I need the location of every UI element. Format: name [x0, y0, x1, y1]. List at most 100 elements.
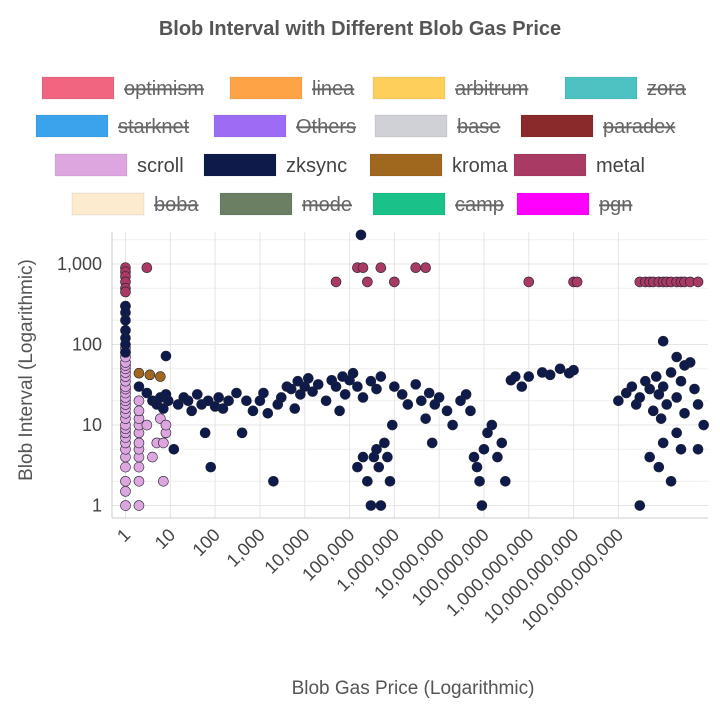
data-point-zksync[interactable]	[241, 395, 252, 407]
data-point-zksync[interactable]	[516, 381, 528, 392]
data-point-zksync[interactable]	[689, 383, 700, 395]
data-point-zksync[interactable]	[162, 395, 174, 407]
data-point-zksync[interactable]	[160, 350, 172, 362]
data-point-metal[interactable]	[571, 276, 583, 288]
data-point-zksync[interactable]	[523, 371, 535, 382]
data-point-zksync[interactable]	[671, 351, 682, 363]
data-point-zksync[interactable]	[492, 451, 503, 463]
legend-label-scroll[interactable]: scroll	[137, 155, 184, 177]
legend-swatch-metal[interactable]	[513, 153, 587, 177]
data-point-kroma[interactable]	[144, 369, 156, 381]
data-point-zksync[interactable]	[362, 475, 373, 487]
data-point-zksync[interactable]	[675, 443, 687, 455]
data-point-metal[interactable]	[420, 262, 431, 274]
data-point-zksync[interactable]	[544, 369, 556, 381]
data-point-zksync[interactable]	[671, 392, 682, 403]
data-point-zksync[interactable]	[471, 461, 483, 473]
data-point-zksync[interactable]	[268, 475, 279, 487]
legend-swatch-boba[interactable]	[71, 192, 145, 216]
legend-label-linea[interactable]: linea	[312, 78, 355, 100]
data-point-zksync[interactable]	[657, 381, 669, 392]
data-point-kroma[interactable]	[133, 367, 145, 379]
data-point-zksync[interactable]	[386, 419, 398, 431]
data-point-zksync[interactable]	[657, 335, 669, 347]
data-point-scroll[interactable]	[133, 475, 145, 487]
data-point-kroma[interactable]	[155, 371, 166, 382]
data-point-zksync[interactable]	[307, 386, 318, 397]
data-point-zksync[interactable]	[679, 407, 690, 419]
data-point-zksync[interactable]	[141, 387, 153, 399]
data-point-zksync[interactable]	[334, 405, 345, 417]
data-point-zksync[interactable]	[634, 392, 646, 403]
data-point-zksync[interactable]	[423, 387, 435, 399]
data-point-scroll[interactable]	[133, 437, 145, 449]
legend-label-mode[interactable]: mode	[302, 194, 352, 216]
data-point-zksync[interactable]	[347, 367, 359, 379]
data-point-zksync[interactable]	[509, 371, 521, 382]
legend-swatch-base[interactable]	[374, 114, 448, 138]
legend-label-pgn[interactable]: pgn	[599, 194, 632, 216]
data-point-zksync[interactable]	[120, 315, 131, 326]
data-point-zksync[interactable]	[474, 475, 485, 487]
data-point-zksync[interactable]	[379, 437, 390, 449]
data-point-zksync[interactable]	[468, 451, 480, 463]
data-point-zksync[interactable]	[186, 405, 197, 417]
data-point-scroll[interactable]	[158, 437, 169, 449]
data-point-metal[interactable]	[330, 276, 342, 288]
data-point-zksync[interactable]	[172, 399, 184, 410]
legend-swatch-linea[interactable]	[229, 76, 303, 100]
data-point-zksync[interactable]	[447, 419, 458, 431]
data-point-zksync[interactable]	[613, 395, 624, 407]
data-point-zksync[interactable]	[365, 375, 377, 387]
data-point-zksync[interactable]	[371, 443, 382, 455]
data-point-zksync[interactable]	[647, 405, 659, 417]
data-point-zksync[interactable]	[486, 419, 498, 431]
legend-swatch-scroll[interactable]	[54, 153, 128, 177]
data-point-metal[interactable]	[389, 276, 400, 288]
legend-label-base[interactable]: base	[457, 116, 500, 138]
data-point-metal[interactable]	[357, 262, 369, 274]
legend-label-boba[interactable]: boba	[154, 194, 199, 216]
data-point-zksync[interactable]	[236, 427, 248, 439]
legend-label-paradex[interactable]: paradex	[603, 116, 675, 138]
data-point-zksync[interactable]	[357, 451, 369, 463]
data-point-zksync[interactable]	[655, 413, 667, 424]
data-point-scroll[interactable]	[120, 500, 131, 511]
legend-label-zksync[interactable]: zksync	[286, 155, 347, 177]
data-point-metal[interactable]	[120, 286, 131, 298]
data-point-zksync[interactable]	[205, 461, 217, 473]
legend-swatch-pgn[interactable]	[516, 192, 590, 216]
data-point-zksync[interactable]	[357, 392, 369, 403]
data-point-zksync[interactable]	[199, 427, 211, 439]
data-point-zksync[interactable]	[202, 395, 214, 407]
data-point-zksync[interactable]	[568, 364, 579, 376]
data-point-zksync[interactable]	[665, 367, 677, 378]
data-point-zksync[interactable]	[671, 427, 682, 439]
legend-swatch-paradex[interactable]	[520, 114, 594, 138]
data-point-zksync[interactable]	[120, 347, 131, 358]
data-point-zksync[interactable]	[644, 383, 656, 395]
data-point-zksync[interactable]	[500, 475, 511, 487]
data-point-zksync[interactable]	[441, 405, 453, 417]
data-point-zksync[interactable]	[657, 437, 669, 449]
data-point-zksync[interactable]	[426, 437, 438, 449]
legend-label-others[interactable]: Others	[296, 116, 356, 138]
data-point-zksync[interactable]	[217, 403, 229, 414]
data-point-zksync[interactable]	[231, 387, 242, 399]
data-point-zksync[interactable]	[365, 500, 377, 511]
data-point-zksync[interactable]	[402, 399, 414, 410]
data-point-scroll[interactable]	[120, 475, 131, 487]
data-point-zksync[interactable]	[285, 383, 297, 395]
data-point-zksync[interactable]	[375, 371, 387, 382]
data-point-metal[interactable]	[410, 262, 422, 274]
data-point-zksync[interactable]	[289, 403, 301, 414]
data-point-zksync[interactable]	[375, 500, 387, 511]
data-point-scroll[interactable]	[133, 461, 145, 473]
data-point-zksync[interactable]	[679, 360, 690, 371]
data-point-metal[interactable]	[692, 276, 704, 288]
legend-swatch-others[interactable]	[213, 114, 287, 138]
data-point-zksync[interactable]	[382, 451, 393, 463]
data-point-zksync[interactable]	[320, 395, 332, 407]
legend-label-camp[interactable]: camp	[455, 194, 504, 216]
data-point-zksync[interactable]	[158, 403, 169, 414]
